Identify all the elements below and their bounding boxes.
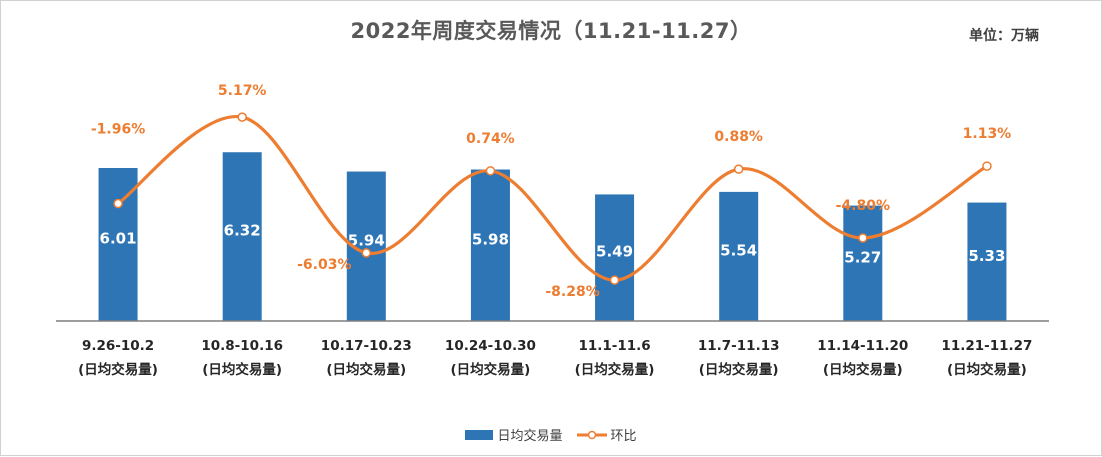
category-label: (日均交易量) (575, 361, 655, 378)
legend-line-label: 环比 (610, 429, 637, 444)
line-value-label: 5.17% (218, 83, 267, 99)
legend-item-bar: 日均交易量 (465, 425, 563, 444)
bar-3 (470, 169, 510, 321)
line-value-label: -4.80% (836, 198, 890, 214)
line-point-6 (858, 233, 868, 243)
category-label: (日均交易量) (78, 361, 158, 378)
category-label: 11.21-11.27 (941, 338, 1032, 354)
legend-item-line: 环比 (576, 425, 637, 444)
bar-7 (967, 202, 1007, 321)
category-label: (日均交易量) (823, 361, 903, 378)
category-label: 10.24-10.30 (445, 338, 536, 354)
category-label: 10.17-10.23 (321, 338, 412, 354)
bar-5 (719, 191, 759, 321)
bar-value-label: 5.54 (720, 241, 757, 259)
category-label: (日均交易量) (451, 361, 531, 378)
category-label: (日均交易量) (947, 361, 1027, 378)
line-value-label: 0.88% (714, 129, 763, 145)
bar-4 (595, 194, 635, 321)
bar-value-label: 6.01 (100, 229, 137, 247)
line-value-label: 0.74% (466, 131, 515, 147)
bar-value-label: 5.27 (844, 248, 881, 266)
bar-1 (222, 152, 262, 321)
chart-legend: 日均交易量 环比 (1, 425, 1101, 444)
bar-value-label: 6.32 (224, 222, 261, 240)
line-point-4 (609, 275, 620, 285)
line-point-5 (733, 164, 744, 174)
category-label: 11.7-11.13 (698, 338, 780, 354)
bar-value-label: 5.98 (472, 230, 509, 248)
bar-value-label: 5.33 (968, 247, 1005, 265)
line-value-label: 1.13% (963, 126, 1012, 142)
line-point-7 (982, 161, 992, 171)
category-label: (日均交易量) (202, 361, 282, 378)
legend-line-icon (576, 430, 607, 439)
category-label: 11.1-11.6 (578, 338, 650, 354)
series-line-huanbi (116, 115, 989, 282)
line-point-3 (485, 166, 496, 176)
line-point-0 (113, 198, 123, 209)
category-label: (日均交易量) (699, 361, 779, 378)
line-value-label: -1.96% (91, 122, 145, 138)
category-label: (日均交易量) (326, 361, 406, 378)
line-point-2 (361, 248, 372, 258)
category-label: 9.26-10.2 (82, 338, 154, 354)
line-value-label: -8.28% (545, 284, 599, 300)
chart-title: 2022年周度交易情况（11.21-11.27） (350, 19, 752, 43)
bar-6 (843, 205, 883, 321)
legend-bar-swatch (465, 429, 494, 440)
line-value-label: -6.03% (297, 257, 351, 273)
legend-bar-label: 日均交易量 (497, 429, 563, 444)
unit-label: 单位：万辆 (969, 28, 1039, 44)
line-point-1 (237, 112, 247, 122)
bar-value-label: 5.49 (596, 243, 633, 261)
bar-value-label: 5.94 (348, 231, 385, 249)
category-label: 11.14-11.20 (817, 338, 908, 354)
category-label: 10.8-10.16 (201, 338, 283, 354)
